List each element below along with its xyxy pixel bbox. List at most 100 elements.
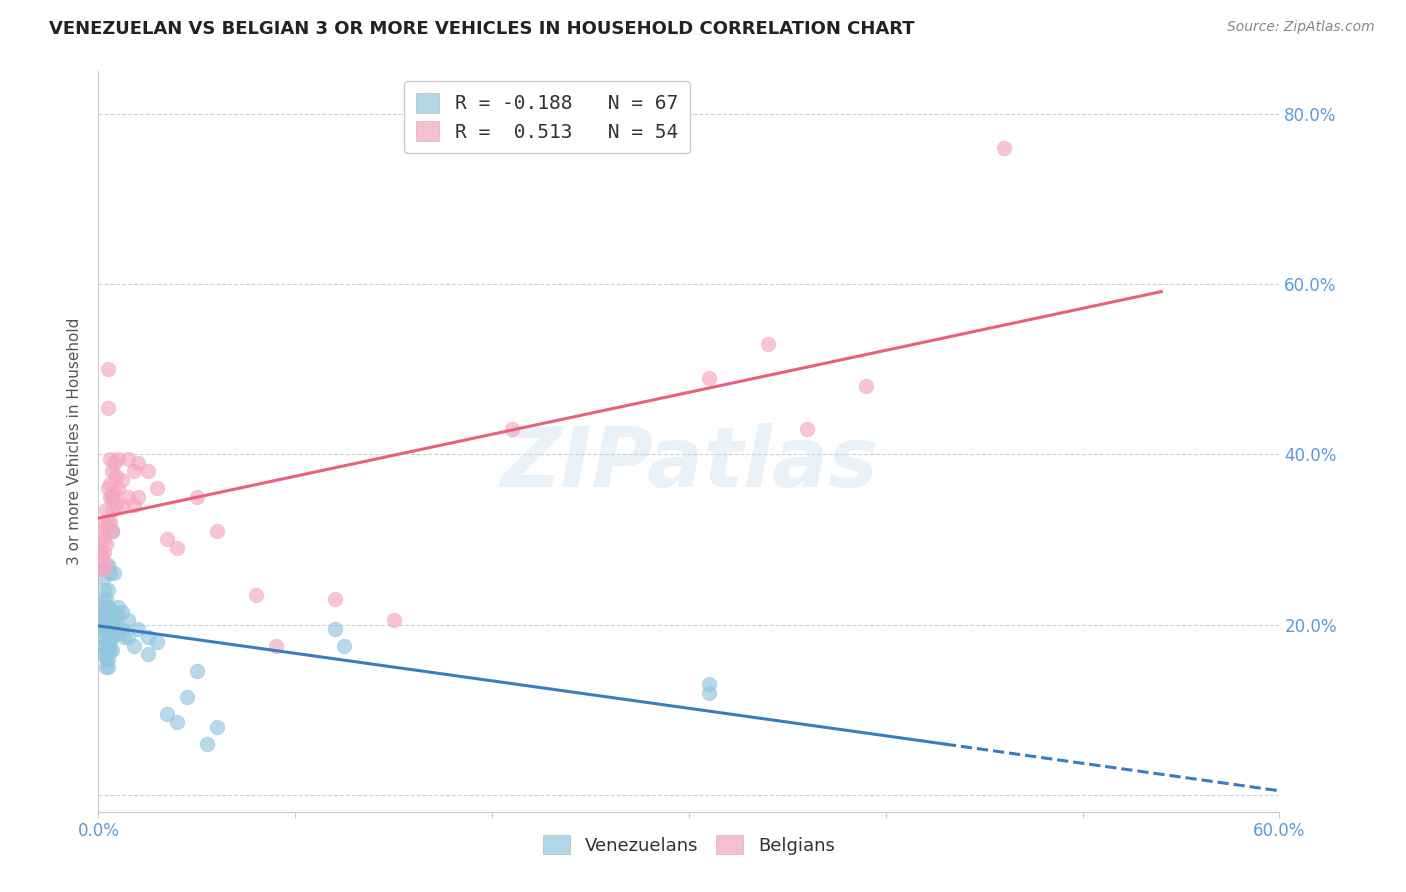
Point: [98, 451, 121, 466]
Point: [101, 524, 124, 538]
Point: [98, 516, 121, 530]
Point: [97, 481, 120, 495]
Point: [697, 370, 720, 384]
Point: [97, 609, 120, 624]
Point: [97, 583, 120, 598]
Point: [146, 634, 169, 648]
Point: [97, 516, 120, 530]
Point: [97, 651, 120, 665]
Point: [93, 516, 115, 530]
Text: ZIPatlas: ZIPatlas: [501, 423, 877, 504]
Point: [96, 519, 118, 533]
Point: [98, 477, 121, 491]
Point: [93, 639, 115, 653]
Point: [89, 600, 111, 615]
Point: [93, 648, 115, 662]
Point: [166, 541, 188, 555]
Point: [93, 545, 115, 559]
Point: [105, 468, 128, 483]
Point: [195, 737, 218, 751]
Point: [136, 630, 159, 644]
Text: VENEZUELAN VS BELGIAN 3 OR MORE VEHICLES IN HOUSEHOLD CORRELATION CHART: VENEZUELAN VS BELGIAN 3 OR MORE VEHICLES…: [49, 20, 915, 37]
Point: [105, 499, 128, 513]
Point: [91, 613, 114, 627]
Point: [101, 524, 124, 538]
Point: [96, 643, 118, 657]
Point: [101, 490, 124, 504]
Point: [97, 617, 120, 632]
Point: [98, 490, 121, 504]
Point: [101, 502, 124, 516]
Point: [96, 651, 118, 665]
Point: [98, 622, 121, 636]
Point: [156, 706, 179, 721]
Point: [96, 626, 118, 640]
Point: [97, 634, 120, 648]
Point: [103, 605, 125, 619]
Point: [89, 562, 111, 576]
Point: [96, 605, 118, 619]
Point: [111, 473, 134, 487]
Point: [103, 613, 125, 627]
Point: [89, 609, 111, 624]
Point: [97, 626, 120, 640]
Point: [117, 613, 139, 627]
Point: [111, 622, 134, 636]
Point: [122, 464, 145, 478]
Point: [93, 571, 115, 585]
Point: [97, 643, 120, 657]
Point: [101, 630, 124, 644]
Point: [97, 660, 120, 674]
Point: [107, 481, 129, 495]
Point: [146, 481, 169, 495]
Point: [264, 639, 287, 653]
Legend: Venezuelans, Belgians: Venezuelans, Belgians: [536, 828, 842, 862]
Point: [176, 690, 198, 704]
Point: [796, 422, 818, 436]
Point: [101, 617, 124, 632]
Point: [117, 490, 139, 504]
Point: [205, 720, 228, 734]
Point: [333, 639, 356, 653]
Point: [101, 490, 124, 504]
Point: [186, 490, 208, 504]
Point: [855, 379, 877, 393]
Point: [117, 630, 139, 644]
Point: [697, 685, 720, 699]
Point: [127, 490, 149, 504]
Point: [97, 401, 120, 415]
Point: [91, 549, 114, 564]
Point: [205, 524, 228, 538]
Point: [96, 634, 118, 648]
Point: [103, 566, 125, 581]
Point: [93, 583, 115, 598]
Point: [98, 634, 121, 648]
Point: [98, 643, 121, 657]
Point: [101, 643, 124, 657]
Y-axis label: 3 or more Vehicles in Household: 3 or more Vehicles in Household: [67, 318, 83, 566]
Point: [697, 677, 720, 691]
Point: [323, 591, 346, 606]
Point: [186, 665, 208, 679]
Point: [382, 613, 405, 627]
Point: [93, 630, 115, 644]
Point: [245, 588, 267, 602]
Point: [107, 626, 129, 640]
Point: [96, 591, 118, 606]
Point: [96, 558, 118, 572]
Point: [101, 464, 124, 478]
Point: [501, 422, 523, 436]
Point: [96, 536, 118, 550]
Point: [756, 336, 779, 351]
Point: [127, 456, 149, 470]
Point: [107, 600, 129, 615]
Point: [91, 528, 114, 542]
Point: [111, 605, 134, 619]
Point: [103, 456, 125, 470]
Point: [107, 451, 129, 466]
Text: Source: ZipAtlas.com: Source: ZipAtlas.com: [1227, 20, 1375, 34]
Point: [98, 566, 121, 581]
Point: [96, 617, 118, 632]
Point: [97, 558, 120, 572]
Point: [111, 499, 134, 513]
